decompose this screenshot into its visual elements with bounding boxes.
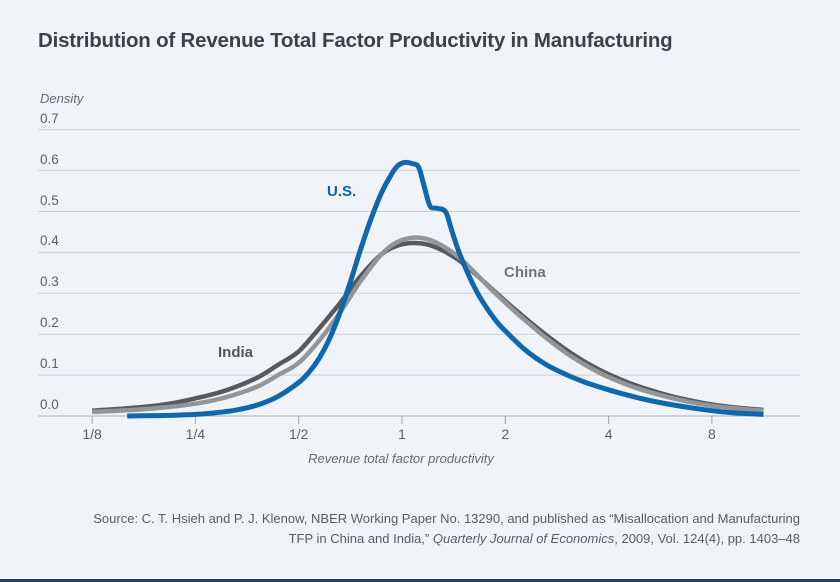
y-tick-label: 0.1 xyxy=(40,356,59,372)
y-tick-label: 0.0 xyxy=(40,397,59,412)
series-curve-china xyxy=(92,235,764,415)
y-tick-label: 0.5 xyxy=(40,192,59,208)
x-tick-label: 1/4 xyxy=(185,426,206,442)
chart-title: Distribution of Revenue Total Factor Pro… xyxy=(38,29,673,52)
x-tick-label: 8 xyxy=(707,426,716,442)
source-note-journal: Quarterly Journal of Economics xyxy=(432,531,615,546)
series-label-china: China xyxy=(504,264,546,281)
series-label-us: U.S. xyxy=(327,183,357,200)
y-tick-label: 0.3 xyxy=(40,274,59,290)
source-note-line2: TFP in China and India,” Quarterly Journ… xyxy=(93,529,800,549)
y-axis-title: Density xyxy=(40,91,84,106)
source-note-line2-post: , 2009, Vol. 124(4), pp. 1403–48 xyxy=(614,531,800,546)
y-tick-label: 0.6 xyxy=(40,151,59,167)
y-tick-label: 0.7 xyxy=(40,110,59,126)
x-tick-label: 1/8 xyxy=(82,426,102,442)
footer-accent-bar xyxy=(0,579,840,582)
x-tick-label: 1 xyxy=(398,426,406,442)
x-tick-label: 1/2 xyxy=(288,426,309,442)
source-note: Source: C. T. Hsieh and P. J. Klenow, NB… xyxy=(93,509,800,549)
source-note-line2-pre: TFP in China and India,” xyxy=(288,531,433,546)
series-curve-india xyxy=(91,240,764,413)
y-tick-label: 0.4 xyxy=(40,233,59,249)
series-label-india: India xyxy=(218,344,254,361)
x-tick-label: 4 xyxy=(604,426,613,442)
series-curve-us xyxy=(127,159,764,419)
source-note-line1: Source: C. T. Hsieh and P. J. Klenow, NB… xyxy=(93,511,800,526)
y-tick-label: 0.2 xyxy=(40,315,59,331)
x-axis-title: Revenue total factor productivity xyxy=(308,451,494,466)
x-tick-label: 2 xyxy=(501,426,510,442)
